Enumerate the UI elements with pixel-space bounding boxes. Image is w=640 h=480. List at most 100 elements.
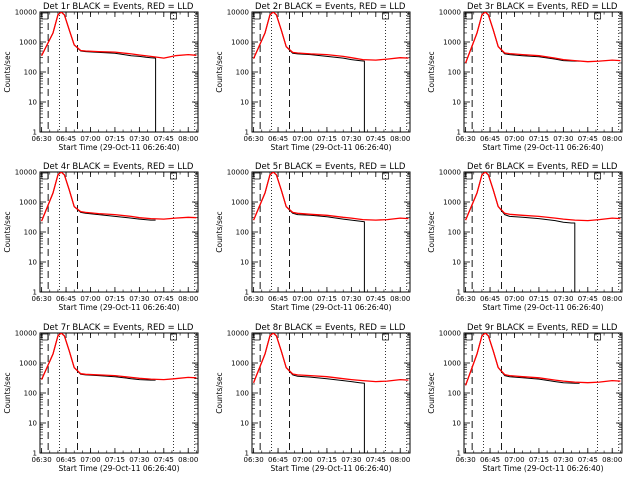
x-tick-label: 07:30 (129, 135, 149, 143)
x-tick-label: 06:30 (32, 135, 52, 143)
marker-box (382, 333, 389, 341)
y-tick-label: 1000 (231, 39, 249, 47)
marker-box (170, 172, 177, 180)
series-group (40, 172, 197, 222)
y-tick-label: 1 (245, 450, 249, 458)
x-tick-label: 07:30 (129, 295, 149, 303)
y-axis-label: Counts/sec (3, 211, 12, 252)
x-tick-label: 07:15 (317, 135, 337, 143)
panel-title: Det 3r BLACK = Events, RED = LLD (467, 2, 618, 12)
y-tick-label: 100 (24, 390, 37, 398)
x-tick-label: 06:45 (480, 295, 500, 303)
x-tick-label: 07:00 (292, 135, 312, 143)
series-line (253, 333, 365, 453)
x-tick-label: 07:00 (504, 295, 524, 303)
y-tick-label: 100 (24, 69, 37, 77)
series-line (464, 333, 621, 386)
x-tick-label: 06:45 (268, 295, 288, 303)
marker-box (382, 172, 389, 180)
y-tick-label: 1 (457, 450, 461, 458)
y-tick-label: 100 (448, 229, 461, 237)
y-tick-label: 10 (28, 420, 37, 428)
x-tick-label: 06:30 (456, 456, 476, 464)
y-tick-label: 10000 (227, 9, 249, 17)
series-group (464, 12, 621, 64)
series-group (464, 333, 621, 386)
detector-panel: Det 9r BLACK = Events, RED = LLD 1 10 100 10… (427, 323, 623, 473)
series-line (465, 333, 580, 386)
x-tick-label: 07:30 (553, 295, 573, 303)
y-tick-label: 10000 (439, 330, 461, 338)
panel-title: Det 1r BLACK = Events, RED = LLD (43, 2, 194, 12)
marker-box (465, 12, 473, 20)
x-tick-label: 08:00 (178, 295, 198, 303)
y-tick-label: 10 (452, 99, 461, 107)
x-tick-label: 08:00 (390, 135, 410, 143)
plot-frame (251, 171, 411, 293)
x-axis-label: Start Time (29-Oct-11 06:26:40) (58, 143, 179, 152)
x-tick-label: 07:45 (154, 456, 174, 464)
y-tick-label: 10 (28, 99, 37, 107)
y-tick-label: 1000 (231, 199, 249, 207)
y-axis-label: Counts/sec (3, 372, 12, 413)
series-line (253, 172, 409, 221)
y-tick-label: 1000 (19, 199, 37, 207)
series-line (41, 333, 197, 381)
x-tick-label: 06:30 (244, 135, 264, 143)
marker-box (382, 12, 389, 20)
y-tick-label: 1 (33, 289, 37, 297)
series-line (465, 172, 576, 292)
plot-frame (251, 332, 411, 454)
y-tick-label: 1000 (443, 39, 461, 47)
y-tick-label: 1 (245, 129, 249, 137)
x-tick-label: 07:15 (529, 456, 549, 464)
x-tick-label: 07:45 (154, 295, 174, 303)
y-tick-label: 10000 (439, 9, 461, 17)
y-tick-label: 100 (448, 69, 461, 77)
marker-box (465, 172, 473, 180)
y-tick-label: 10000 (15, 169, 37, 177)
x-tick-label: 08:00 (602, 135, 622, 143)
marker-box (253, 172, 261, 180)
x-axis-label: Start Time (29-Oct-11 06:26:40) (482, 464, 603, 473)
y-tick-label: 100 (236, 229, 249, 237)
x-axis-label: Start Time (29-Oct-11 06:26:40) (58, 464, 179, 473)
y-tick-label: 10 (240, 99, 249, 107)
series-line (41, 12, 197, 59)
x-tick-label: 07:00 (504, 135, 524, 143)
y-tick-label: 10000 (227, 330, 249, 338)
plot-frame (39, 11, 199, 133)
marker-group (465, 333, 620, 453)
x-axis-label: Start Time (29-Oct-11 06:26:40) (482, 303, 603, 312)
detector-panel: Det 6r BLACK = Events, RED = LLD 1 10 100 10… (427, 162, 623, 312)
y-axis-label: Counts/sec (215, 51, 224, 92)
x-tick-label: 07:15 (105, 295, 125, 303)
y-axis-label: Counts/sec (215, 211, 224, 252)
x-tick-label: 06:30 (32, 456, 52, 464)
marker-group (253, 172, 408, 292)
series-line (252, 333, 409, 383)
marker-group (465, 172, 620, 292)
x-tick-label: 07:00 (80, 456, 100, 464)
series-line (465, 12, 580, 64)
series-line (253, 12, 409, 61)
x-tick-label: 06:30 (456, 295, 476, 303)
y-axis-label: Counts/sec (427, 51, 436, 92)
x-tick-label: 06:45 (56, 456, 76, 464)
y-axis-label: Counts/sec (427, 372, 436, 413)
x-tick-label: 07:45 (578, 135, 598, 143)
marker-group (41, 172, 196, 292)
series-line (41, 12, 157, 132)
plot-frame (463, 332, 623, 454)
panel-title: Det 7r BLACK = Events, RED = LLD (43, 323, 194, 333)
marker-group (253, 333, 408, 453)
series-group (253, 12, 409, 132)
y-tick-label: 100 (24, 229, 37, 237)
detector-panel: Det 2r BLACK = Events, RED = LLD 1 10 100 10… (215, 2, 411, 152)
marker-box (253, 333, 261, 341)
x-axis-label: Start Time (29-Oct-11 06:26:40) (482, 143, 603, 152)
x-tick-label: 07:00 (80, 135, 100, 143)
marker-box (41, 12, 49, 20)
marker-group (41, 12, 196, 132)
